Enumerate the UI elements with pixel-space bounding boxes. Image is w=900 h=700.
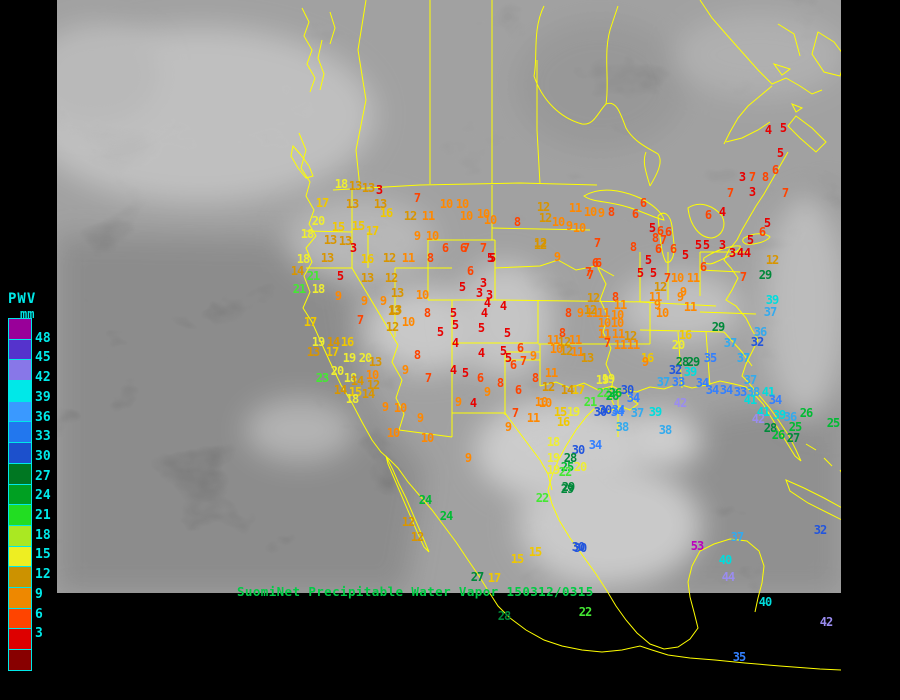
legend-swatch (9, 629, 31, 650)
legend-tick-label: 12 (35, 567, 51, 583)
legend-swatch (9, 608, 31, 630)
legend-title: PWV (8, 291, 37, 307)
legend-tick-label: 48 (35, 330, 51, 346)
legend-swatch (9, 319, 31, 340)
legend-swatch (9, 484, 31, 506)
legend-swatch (9, 546, 31, 568)
legend-tick-label: 33 (35, 429, 51, 445)
satellite-imagery (57, 0, 841, 593)
legend-swatch (9, 401, 31, 423)
legend-tick-label: 39 (35, 389, 51, 405)
legend-swatch (9, 505, 31, 526)
legend-tick-label: 42 (35, 370, 51, 386)
legend-tick-label: 15 (35, 547, 51, 563)
legend-tick-label: 36 (35, 409, 51, 425)
legend-swatch (9, 422, 31, 444)
legend-swatch (9, 381, 31, 402)
legend-swatch (9, 339, 31, 361)
legend-swatch (9, 587, 31, 609)
legend-tick-label: 30 (35, 448, 51, 464)
legend-tick-label: 45 (35, 350, 51, 366)
legend-tick-label: 9 (35, 586, 43, 602)
legend-tick-label: 27 (35, 468, 51, 484)
legend-swatch (9, 567, 31, 588)
legend-tick-label: 6 (35, 606, 43, 622)
map-borders (290, 0, 841, 671)
legend-unit: mm (20, 307, 35, 321)
legend-swatch (9, 463, 31, 485)
legend-tick-label: 3 (35, 626, 43, 642)
legend-swatch (9, 650, 31, 670)
image-caption: SuomiNet Precipitable Water Vapor 150312… (237, 584, 594, 599)
legend-colorbar (8, 318, 32, 671)
legend-tick-label: 21 (35, 508, 51, 523)
legend-tick-label: 24 (35, 488, 51, 504)
pwv-legend: PWV mm 48 45 42 39 36 33 30 27 24 21 18 15 12 9 6 3 (8, 291, 78, 671)
legend-swatch (9, 443, 31, 464)
legend-swatch (9, 360, 31, 382)
legend-tick-label: 18 (35, 527, 51, 543)
legend-swatch (9, 525, 31, 547)
